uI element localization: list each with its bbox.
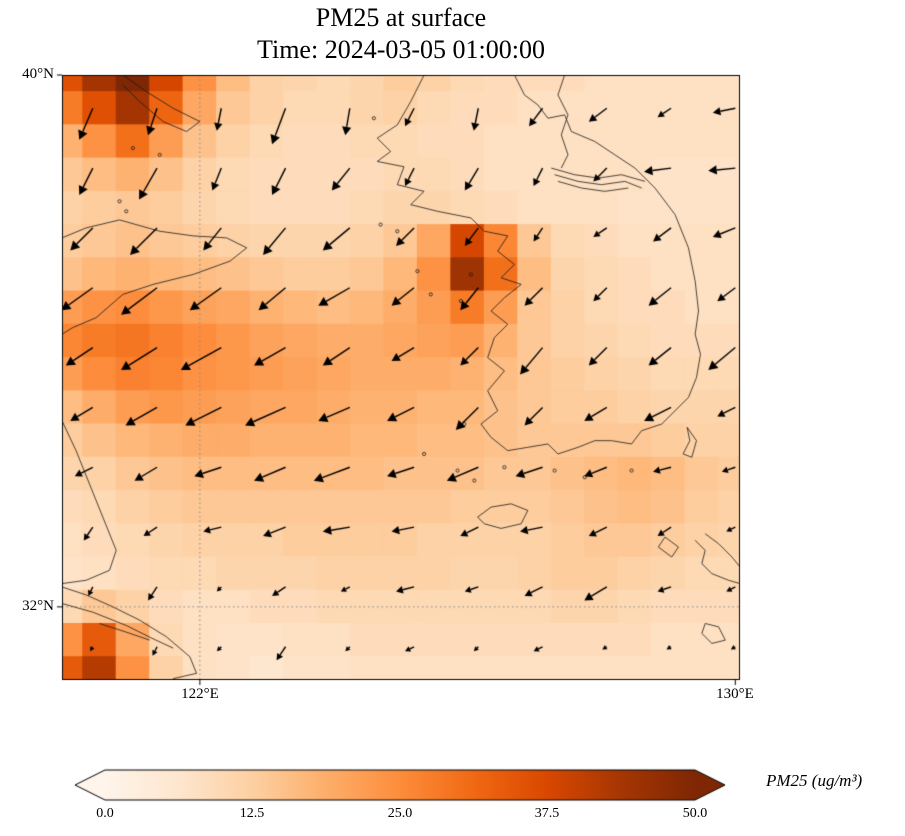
lon-tick-label-122e: 122°E [181,686,219,702]
chart-title: PM25 at surface [315,3,487,32]
colorbar-tick-2: 25.0 [387,806,413,821]
colorbar-tick-3: 37.5 [534,806,560,821]
lat-tick-label-40n: 40°N [22,66,54,82]
colorbar-tick-0: 0.0 [96,806,114,821]
lon-tick-label-130e: 130°E [716,686,754,702]
chart-subtitle-time: Time: 2024-03-05 01:00:00 [257,35,545,64]
colorbar-tick-4: 50.0 [682,806,708,821]
lat-tick-label-32n: 32°N [22,598,54,614]
colorbar-label: PM25 (ug/m³) [766,771,863,790]
colorbar-tick-1: 12.5 [239,806,265,821]
